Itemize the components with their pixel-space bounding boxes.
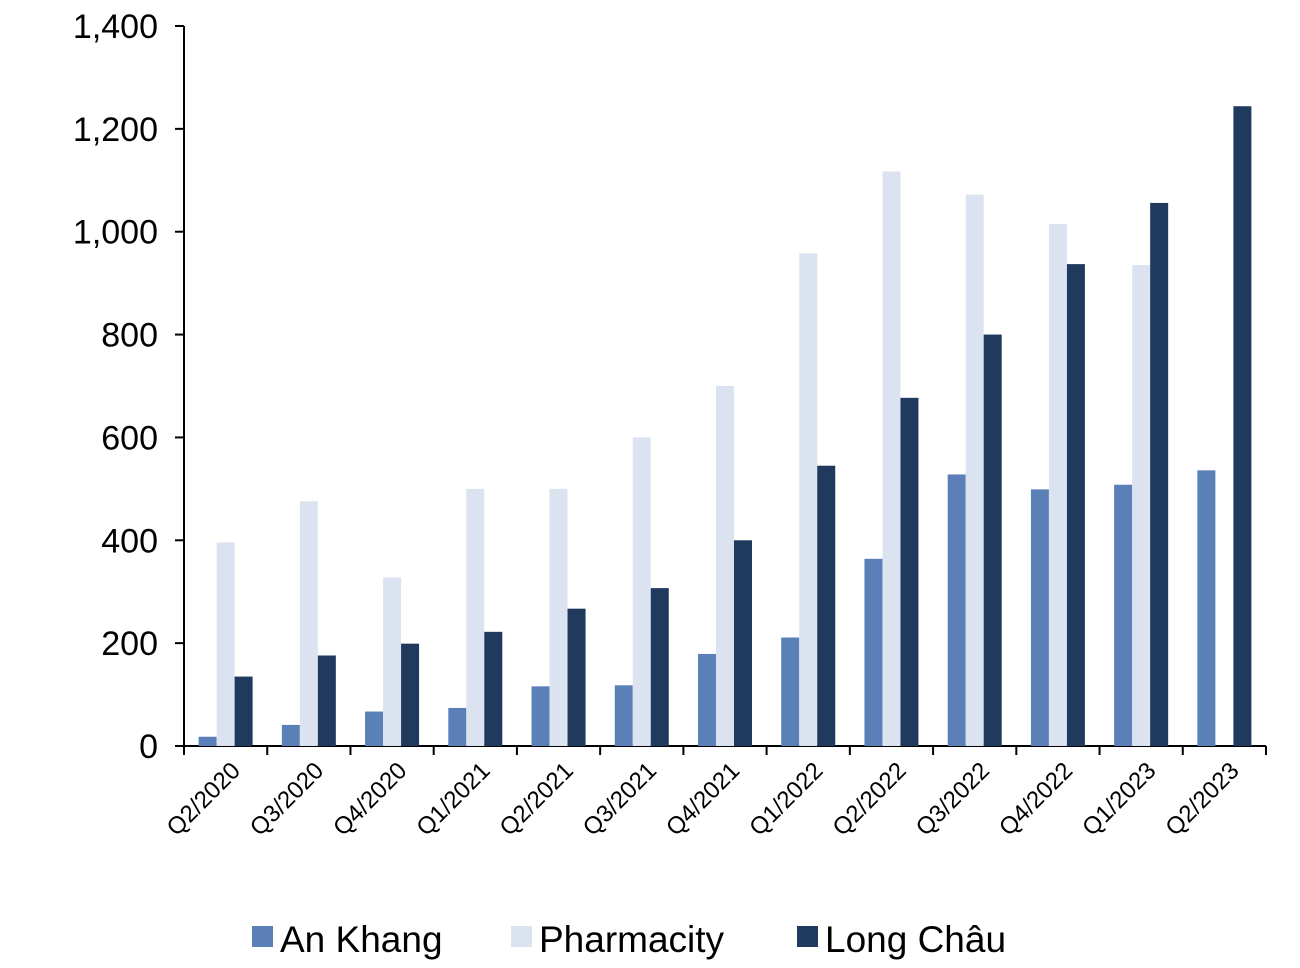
bar-long-châu-q1-2023 xyxy=(1150,202,1169,746)
bar-long-châu-q3-2021 xyxy=(650,588,669,746)
bar-an-khang-q1-2022 xyxy=(781,637,800,746)
bar-pharmacity-q4-2022 xyxy=(1048,224,1067,746)
y-tick-label: 400 xyxy=(101,522,158,560)
bar-an-khang-q1-2023 xyxy=(1114,484,1133,746)
bar-an-khang-q4-2022 xyxy=(1030,489,1049,746)
legend-label-an-khang: An Khang xyxy=(280,919,443,960)
bar-an-khang-q1-2021 xyxy=(448,707,467,746)
bar-pharmacity-q1-2023 xyxy=(1132,265,1151,746)
bar-pharmacity-q4-2021 xyxy=(716,386,734,746)
bar-pharmacity-q3-2020 xyxy=(299,501,318,746)
legend-label-long-châu: Long Châu xyxy=(825,919,1006,960)
legend-swatch-long-châu xyxy=(797,926,818,947)
chart-legend: An Khang Pharmacity Long Châu xyxy=(252,919,1006,960)
bar-an-khang-q4-2020 xyxy=(365,711,384,746)
x-tick-label: Q4/2022 xyxy=(994,757,1078,841)
bar-an-khang-q3-2022 xyxy=(947,474,966,746)
x-tick-label: Q2/2020 xyxy=(162,757,246,841)
y-tick-label: 0 xyxy=(139,728,158,766)
x-tick-label: Q1/2021 xyxy=(411,757,495,841)
bar-an-khang-q3-2020 xyxy=(281,724,300,746)
y-tick-label: 600 xyxy=(101,419,158,457)
bar-an-khang-q2-2020 xyxy=(198,736,217,746)
x-tick-label: Q4/2020 xyxy=(328,757,412,841)
bar-an-khang-q2-2021 xyxy=(531,686,550,746)
x-tick-label: Q2/2021 xyxy=(495,757,579,841)
y-tick-label: 1,000 xyxy=(73,214,158,252)
x-tick-label: Q1/2023 xyxy=(1077,757,1161,841)
bar-pharmacity-q1-2021 xyxy=(466,488,485,746)
legend-swatch-pharmacity xyxy=(511,926,532,947)
bar-an-khang-q2-2023 xyxy=(1197,470,1216,746)
legend-swatch-an-khang xyxy=(252,926,273,947)
bar-long-châu-q1-2022 xyxy=(817,465,836,746)
bar-an-khang-q4-2021 xyxy=(698,653,716,746)
bar-long-châu-q3-2022 xyxy=(983,334,1002,746)
bar-long-châu-q4-2021 xyxy=(734,540,752,746)
chart-bars xyxy=(198,106,1252,747)
bar-pharmacity-q3-2022 xyxy=(965,194,984,746)
y-tick-label: 200 xyxy=(101,625,158,663)
bar-long-châu-q3-2020 xyxy=(317,655,336,746)
legend-label-pharmacity: Pharmacity xyxy=(539,919,725,960)
x-tick-label: Q3/2020 xyxy=(245,757,329,841)
bar-long-châu-q2-2023 xyxy=(1233,106,1252,746)
bar-an-khang-q2-2022 xyxy=(864,558,883,746)
bar-long-châu-q4-2022 xyxy=(1066,264,1085,746)
bar-long-châu-q1-2021 xyxy=(484,631,503,746)
bar-pharmacity-q2-2022 xyxy=(882,171,901,747)
bar-long-châu-q2-2021 xyxy=(567,608,586,746)
bar-pharmacity-q1-2022 xyxy=(799,253,818,747)
bar-pharmacity-q4-2020 xyxy=(383,577,402,746)
y-tick-label: 1,200 xyxy=(73,111,158,149)
x-tick-label: Q2/2022 xyxy=(828,757,912,841)
bar-pharmacity-q3-2021 xyxy=(632,437,651,746)
y-tick-label: 800 xyxy=(101,317,158,355)
bar-an-khang-q3-2021 xyxy=(614,685,633,746)
x-tick-label: Q2/2023 xyxy=(1160,757,1244,841)
y-tick-label: 1,400 xyxy=(73,8,158,46)
x-tick-label: Q3/2022 xyxy=(911,757,995,841)
bar-long-châu-q4-2020 xyxy=(401,643,420,746)
bar-pharmacity-q2-2020 xyxy=(216,542,235,746)
bar-long-châu-q2-2020 xyxy=(234,676,253,746)
bar-pharmacity-q2-2021 xyxy=(549,488,568,746)
x-tick-label: Q4/2021 xyxy=(661,757,745,841)
x-tick-label: Q1/2022 xyxy=(744,757,828,841)
x-tick-label: Q3/2021 xyxy=(578,757,662,841)
bar-long-châu-q2-2022 xyxy=(900,397,919,746)
